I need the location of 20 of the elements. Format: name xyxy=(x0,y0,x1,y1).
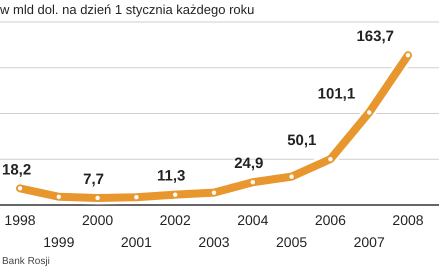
data-label: 163,7 xyxy=(356,28,394,46)
data-label: 101,1 xyxy=(318,85,356,102)
x-tick-label: 2004 xyxy=(237,212,269,228)
x-tick-label: 2002 xyxy=(160,212,191,228)
data-label: 11,3 xyxy=(157,168,186,185)
x-tick-label: 1998 xyxy=(4,212,36,228)
data-label: 18,2 xyxy=(2,161,32,178)
x-tick-label: 2008 xyxy=(392,212,424,228)
data-label: 7,7 xyxy=(83,170,104,188)
x-tick-label: 1999 xyxy=(43,234,75,250)
data-label: 24,9 xyxy=(234,155,264,172)
x-tick-label: 2003 xyxy=(198,234,230,250)
chart-title: w mld dol. na dzień 1 stycznia każdego roku xyxy=(0,2,254,17)
x-tick-label: 2007 xyxy=(354,234,385,250)
text: Bank Rosji xyxy=(2,256,50,267)
x-tick-label: 2001 xyxy=(120,234,152,250)
x-tick-label: 2005 xyxy=(276,234,308,250)
x-tick-label: 2006 xyxy=(314,212,346,228)
data-label: 50,1 xyxy=(287,132,316,150)
x-tick-label: 2000 xyxy=(82,212,114,228)
